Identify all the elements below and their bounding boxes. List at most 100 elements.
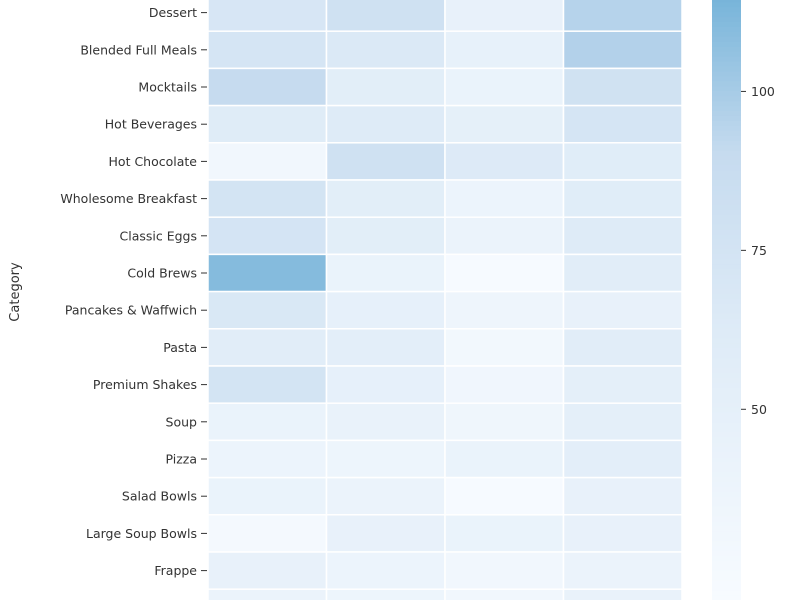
colorbar-segment [712,204,741,210]
heatmap-cell [207,328,328,367]
heatmap-cell [562,588,683,600]
heatmap-cell [562,216,683,256]
colorbar-segment [712,26,741,32]
heatmap-cell [207,30,328,70]
colorbar-segment [712,367,741,374]
colorbar-segment [712,61,741,67]
heatmap-cell [207,0,328,32]
heatmap-cell [444,402,565,442]
colorbar-segment [712,100,741,107]
colorbar-segment [712,481,741,487]
row-label: Wholesome Breakfast [60,191,197,206]
row-label: Large Soup Bowls [86,526,197,541]
heatmap-cell [325,0,446,32]
heatmap-cell [325,30,446,70]
colorbar-segment [712,75,741,82]
heatmap-cell [325,514,446,553]
heatmap-cells [207,0,683,600]
colorbar-segment [712,293,741,299]
heatmap-cell [207,253,328,293]
colorbar-segment [712,70,741,77]
heatmap-cell [444,514,565,553]
heatmap-cell [444,104,565,144]
colorbar-segment [712,392,741,398]
colorbar-segment [712,496,741,502]
colorbar-segment [712,209,741,215]
colorbar-segment [712,491,741,497]
colorbar-segment [712,426,741,433]
colorbar-segment [712,268,741,275]
heatmap-cell [325,179,446,218]
colorbar-segment [712,466,741,472]
colorbar-segment [712,525,741,532]
colorbar-segment [712,550,741,556]
heatmap-cell [444,328,565,367]
colorbar-segment [712,333,741,339]
heatmap-cell [207,476,328,516]
heatmap-cell [207,439,328,479]
row-label: Classic Eggs [120,228,197,243]
colorbar-segment [712,0,741,3]
heatmap-cell [325,551,446,590]
colorbar-segment [712,229,741,235]
heatmap-cell [562,0,683,32]
heatmap-cell [444,365,565,404]
row-label: Soup [166,414,198,429]
colorbar-segment [712,41,741,47]
colorbar-segment [712,115,741,121]
colorbar-segment [712,362,741,369]
colorbar-segment [712,85,741,92]
heatmap-cell [207,588,328,600]
colorbar-segment [712,145,741,151]
colorbar-segment [712,530,741,537]
colorbar-segment [712,169,741,176]
heatmap-cell [325,365,446,404]
row-label: Cold Brews [127,266,197,281]
heatmap-cell [562,439,683,479]
colorbar-segment [712,16,741,22]
heatmap-cell [444,588,565,600]
colorbar-segment [712,135,741,141]
heatmap-cell [325,142,446,181]
heatmap-cell [325,588,446,600]
heatmap-cell [562,476,683,516]
colorbar-segment [712,219,741,225]
colorbar-segment [712,248,741,255]
heatmap-cell [325,328,446,367]
heatmap-cell [444,551,565,590]
y-axis-label: Category [8,262,23,322]
heatmap-cell [562,402,683,442]
colorbar-segment [712,253,741,260]
heatmap-cell [325,439,446,479]
colorbar-segment [712,46,741,52]
colorbar-tick-label: 100 [751,84,775,99]
colorbar-segment [712,95,741,102]
colorbar-segment [712,214,741,220]
colorbar-segment [712,471,741,477]
heatmap-cell [562,365,683,404]
colorbar-segment [712,263,741,270]
colorbar-segment [712,342,741,349]
heatmap-cell [444,253,565,293]
colorbar-tick-label: 50 [751,402,767,417]
colorbar-segment [712,234,741,240]
row-label: Hot Beverages [105,117,197,132]
row-label: Pizza [165,452,197,467]
colorbar-segment [712,456,741,463]
colorbar-segment [712,575,741,581]
heatmap-cell [562,104,683,144]
colorbar-segment [712,318,741,324]
colorbar-segment [712,520,741,527]
colorbar-segment [712,446,741,453]
colorbar-segment [712,590,741,596]
colorbar-segment [712,328,741,334]
colorbar-segment [712,501,741,507]
colorbar-segment [712,323,741,329]
colorbar-segment [712,357,741,364]
row-label: Pasta [163,340,197,355]
colorbar-segment [712,506,741,512]
colorbar-segment [712,6,741,13]
heatmap-cell [444,67,565,107]
row-label: Hot Chocolate [109,154,198,169]
heatmap-cell [207,290,328,330]
